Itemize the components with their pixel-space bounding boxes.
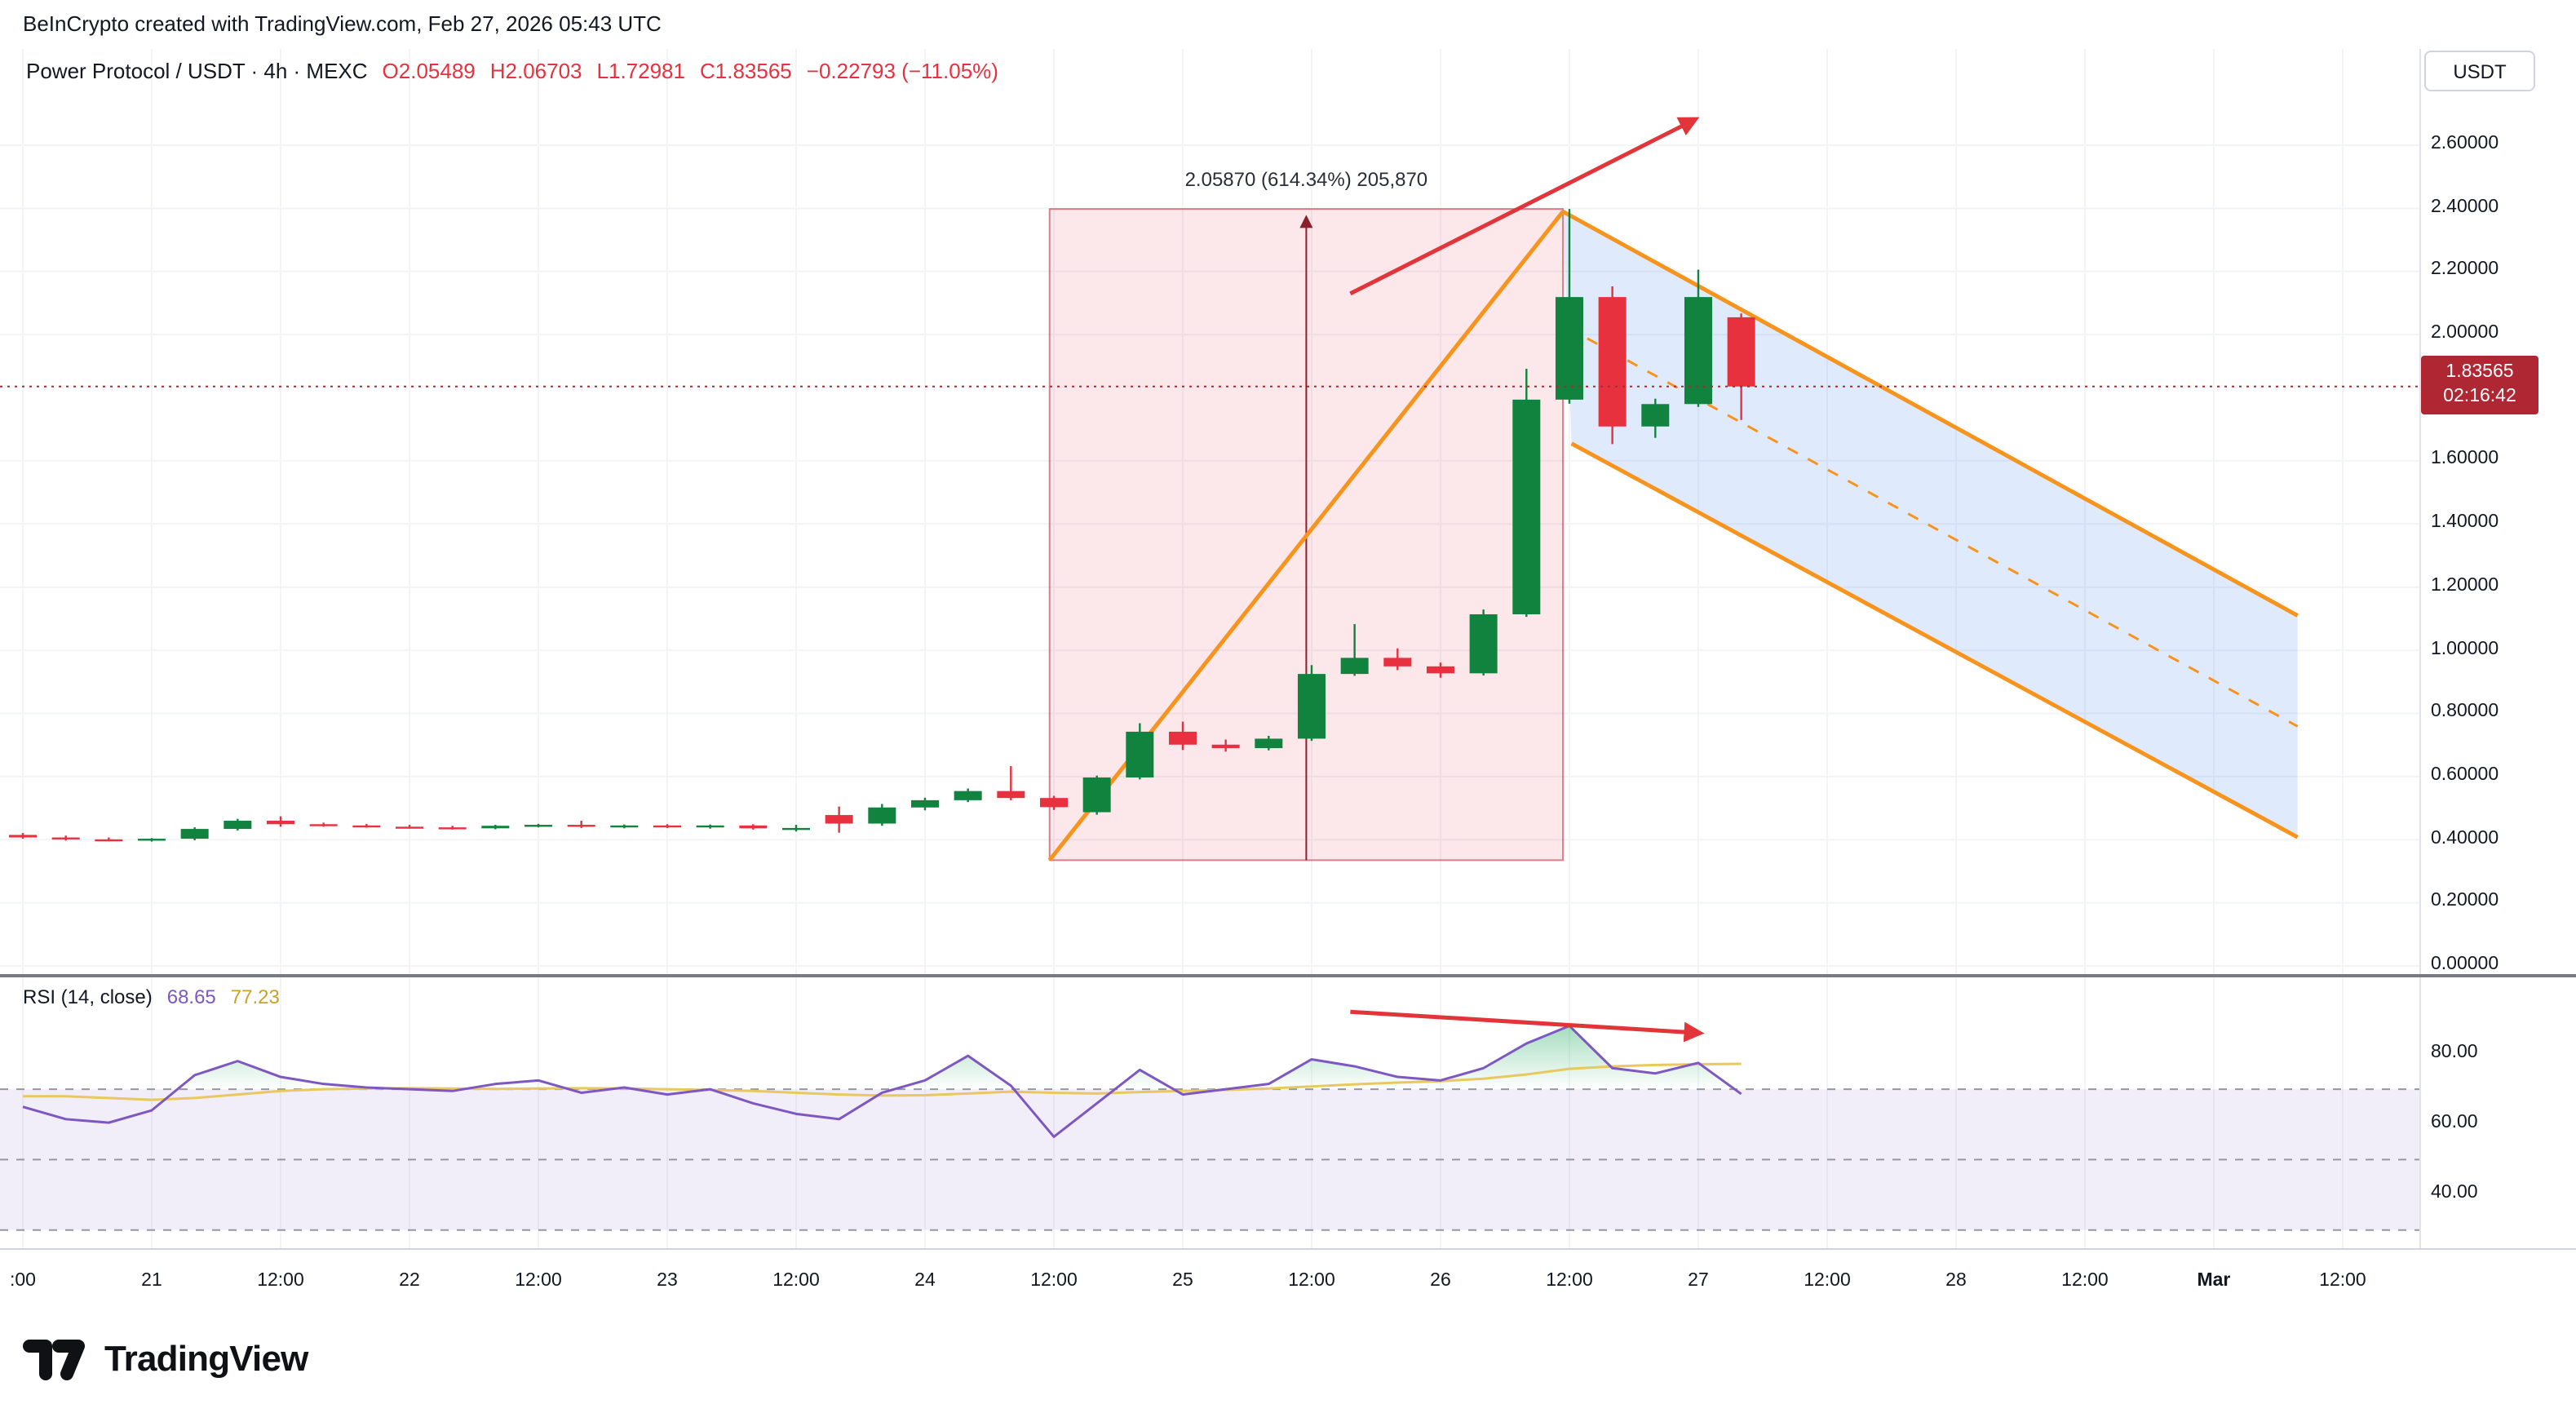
time-axis-label: 28 — [1945, 1271, 1967, 1291]
ohlc-change: −0.22793 (−11.05%) — [806, 59, 998, 83]
time-axis-label: 21 — [141, 1271, 162, 1291]
ohlc-low: L1.72981 — [596, 59, 685, 83]
time-axis-label: 23 — [657, 1271, 678, 1291]
rsi-overbought-fill — [23, 1025, 1742, 1090]
time-axis-label: 22 — [399, 1271, 420, 1291]
rsi-axis-label: 40.00 — [2431, 1183, 2478, 1203]
bar-countdown: 02:16:42 — [2443, 386, 2516, 406]
ohlc-close: C1.83565 — [700, 59, 792, 83]
time-axis-label: Mar — [2197, 1271, 2231, 1291]
tradingview-wordmark[interactable]: TradingView — [104, 1338, 308, 1379]
rsi-line — [22, 1024, 1742, 1138]
price-axis-label: 0.20000 — [2431, 891, 2499, 911]
time-axis-label: 12:00 — [1288, 1271, 1335, 1291]
time-axis-separator — [0, 1248, 2576, 1250]
price-axis-label: 1.60000 — [2431, 449, 2499, 469]
time-axis-label: :00 — [10, 1271, 36, 1291]
rsi-divergence-arrow[interactable] — [1350, 1009, 1705, 1043]
rsi-legend: RSI (14, close) 68.65 77.23 — [23, 986, 280, 1008]
price-axis-label: 2.40000 — [2431, 197, 2499, 217]
measure-tool-label: 2.05870 (614.34%) 205,870 — [1184, 168, 1428, 192]
rsi-axis-label: 80.00 — [2431, 1043, 2478, 1062]
candlestick-series — [9, 209, 1755, 842]
price-axis-label: 1.20000 — [2431, 575, 2499, 596]
time-axis-label: 26 — [1430, 1271, 1451, 1291]
price-axis-label: 0.60000 — [2431, 764, 2499, 785]
attribution-header: BeInCrypto created with TradingView.com,… — [23, 11, 662, 36]
price-axis-label: 2.60000 — [2431, 134, 2499, 153]
time-axis-label: 12:00 — [1546, 1271, 1593, 1291]
rsi-ma-value: 77.23 — [230, 986, 280, 1008]
ohlc-open: O2.05489 — [382, 59, 476, 83]
rsi-title[interactable]: RSI (14, close) — [23, 986, 153, 1008]
rsi-ma-line — [23, 1062, 1742, 1101]
symbol-legend: Power Protocol / USDT · 4h · MEXC O2.054… — [26, 59, 998, 83]
ohlc-high: H2.06703 — [489, 59, 582, 83]
price-axis-label: 0.00000 — [2431, 955, 2499, 974]
time-axis-label: 25 — [1172, 1271, 1193, 1291]
rsi-axis-label: 60.00 — [2431, 1113, 2478, 1133]
main-trend-arrow[interactable] — [1349, 117, 1700, 296]
pane-separator[interactable] — [0, 974, 2576, 977]
currency-unit-button[interactable]: USDT — [2424, 51, 2535, 91]
symbol-title[interactable]: Power Protocol / USDT · 4h · MEXC — [26, 59, 368, 83]
price-axis-label: 1.40000 — [2431, 512, 2499, 533]
tradingview-logo-icon[interactable] — [23, 1335, 88, 1384]
time-axis-label: 27 — [1688, 1271, 1709, 1291]
footer: TradingView — [0, 1305, 2576, 1413]
price-axis-label: 2.20000 — [2431, 259, 2499, 280]
time-axis-label: 12:00 — [1804, 1271, 1851, 1291]
time-axis-label: 12:00 — [2319, 1271, 2366, 1291]
time-axis-label: 12:00 — [1030, 1271, 1078, 1291]
grid-lines — [0, 49, 2419, 1248]
time-axis-label: 12:00 — [515, 1271, 562, 1291]
price-axis-label: 2.00000 — [2431, 323, 2499, 343]
time-axis-label: 12:00 — [257, 1271, 304, 1291]
current-price-badge: 1.83565 02:16:42 — [2421, 355, 2538, 414]
rsi-bands — [0, 1088, 2419, 1231]
time-axis-label: 12:00 — [2061, 1271, 2109, 1291]
price-axis-label: 1.00000 — [2431, 639, 2499, 659]
current-price-value: 1.83565 — [2445, 361, 2514, 382]
price-axis-separator — [2419, 49, 2421, 1248]
price-axis-label: 0.40000 — [2431, 828, 2499, 848]
time-axis-label: 24 — [914, 1271, 936, 1291]
rsi-value: 68.65 — [166, 986, 216, 1008]
time-axis-label: 12:00 — [772, 1271, 820, 1291]
price-axis-label: 0.80000 — [2431, 702, 2499, 722]
